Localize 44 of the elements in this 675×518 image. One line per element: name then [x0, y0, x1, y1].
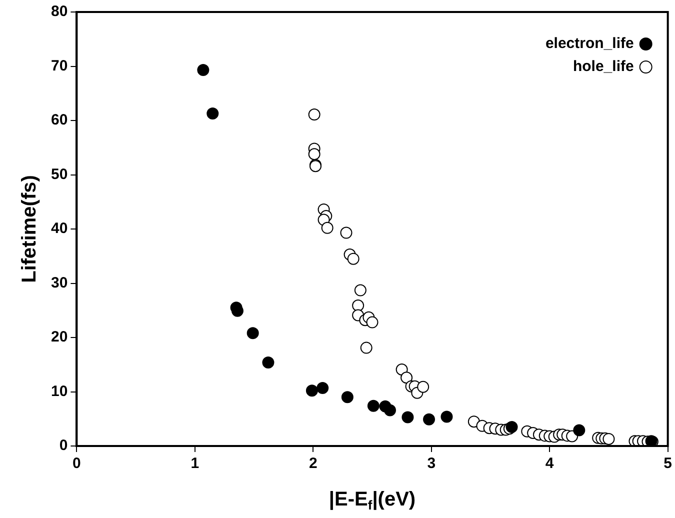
y-tick-label: 20	[50, 328, 68, 346]
point	[316, 382, 329, 394]
y-tick-label: 70	[50, 57, 68, 74]
point	[347, 252, 360, 265]
point	[308, 148, 320, 160]
point	[246, 327, 259, 340]
point	[340, 226, 352, 239]
point	[423, 413, 436, 426]
point	[306, 384, 318, 397]
x-tick-label: 3	[427, 455, 436, 472]
x-tick-label: 2	[308, 455, 318, 472]
point	[506, 421, 518, 434]
point	[360, 342, 372, 354]
point	[602, 432, 615, 445]
x-tick-label: 0	[72, 455, 81, 472]
point	[440, 410, 453, 423]
x-tick-label: 5	[664, 455, 672, 472]
y-axis-title: Lifetime(fs)	[18, 175, 41, 283]
point	[417, 380, 430, 393]
point	[262, 356, 274, 368]
legend-label: hole_life	[572, 58, 634, 76]
point	[197, 64, 210, 76]
point	[366, 316, 378, 328]
point	[352, 299, 364, 312]
point	[402, 411, 414, 424]
x-tick-label: 1	[190, 455, 200, 472]
point	[573, 424, 586, 436]
y-tick-label: 40	[50, 220, 68, 238]
point	[321, 222, 334, 234]
point	[206, 107, 219, 120]
y-tick-label: 0	[59, 437, 68, 454]
y-tick-label: 10	[50, 382, 68, 400]
point	[367, 400, 380, 412]
x-tick-label: 4	[545, 455, 554, 472]
point	[341, 391, 354, 404]
point	[400, 372, 413, 384]
legend-label: electron_life	[545, 35, 634, 52]
y-tick-label: 50	[50, 166, 68, 183]
y-tick-label: 30	[50, 274, 68, 292]
point	[308, 108, 320, 121]
point	[354, 284, 366, 296]
point	[384, 404, 396, 416]
y-tick-label: 60	[50, 112, 68, 129]
y-tick-label: 80	[50, 3, 68, 20]
